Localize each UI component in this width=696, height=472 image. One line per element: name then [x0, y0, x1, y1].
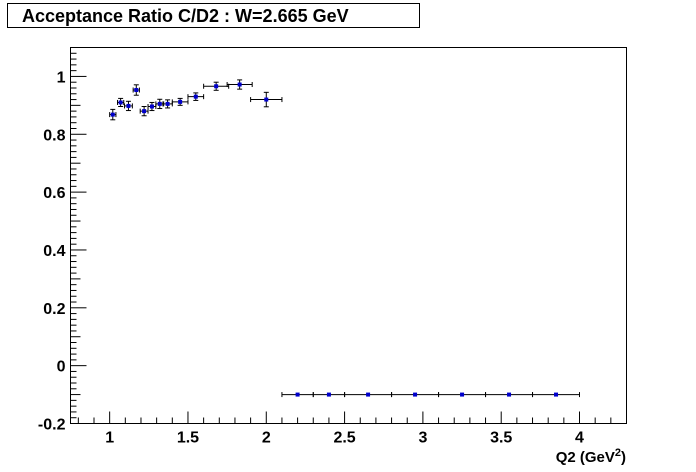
title-frame — [7, 3, 420, 28]
data-marker — [295, 392, 300, 397]
y-tick-label: 0.6 — [43, 185, 65, 202]
data-points — [109, 79, 581, 398]
x-tick-label: 2 — [262, 430, 271, 447]
y-tick-label: 0 — [57, 359, 66, 376]
data-marker — [214, 84, 219, 89]
data-point — [124, 100, 133, 112]
data-marker — [165, 101, 170, 106]
data-point — [109, 108, 117, 121]
data-point — [162, 99, 173, 109]
y-tick-label: 0.8 — [43, 127, 65, 144]
x-tick-label: 4 — [575, 430, 584, 447]
data-point — [116, 97, 125, 108]
x-tick-label: 2.5 — [333, 430, 355, 447]
data-marker — [157, 101, 162, 106]
data-marker — [326, 392, 331, 397]
data-point — [147, 101, 157, 112]
x-tick-label: 1 — [105, 430, 114, 447]
chart-title: Acceptance Ratio C/D2 : W=2.665 GeV — [22, 6, 349, 26]
plot-frame — [70, 47, 627, 424]
data-marker — [366, 392, 371, 397]
data-point — [187, 92, 205, 101]
data-marker — [507, 392, 512, 397]
data-marker — [237, 82, 242, 87]
data-marker — [193, 94, 198, 99]
y-axis: -0.2 0 0.2 0.4 0.6 0.8 1 — [38, 47, 87, 434]
x-axis-title-superscript: 2 — [615, 447, 621, 459]
y-tick-label: 1 — [57, 69, 66, 86]
data-marker — [460, 392, 465, 397]
x-tick-label: 1.5 — [177, 430, 199, 447]
data-marker — [554, 392, 559, 397]
data-point — [155, 98, 165, 110]
x-tick-label: 3.5 — [490, 430, 512, 447]
x-axis: 1 1.5 2 2.5 3 3.5 4 — [77, 411, 627, 447]
data-point — [171, 97, 189, 106]
data-point — [250, 91, 283, 108]
data-marker — [126, 103, 131, 108]
data-marker — [413, 392, 418, 397]
data-point — [226, 79, 253, 90]
y-tick-label: 0.4 — [43, 243, 65, 260]
data-marker — [149, 104, 154, 109]
data-point — [139, 106, 149, 117]
data-marker — [178, 99, 183, 104]
data-marker — [264, 97, 269, 102]
data-point — [132, 84, 140, 96]
data-marker — [134, 88, 139, 93]
chart-title-box: Acceptance Ratio C/D2 : W=2.665 GeV — [7, 3, 420, 28]
data-point — [203, 81, 230, 91]
y-tick-label: 0.2 — [43, 301, 65, 318]
x-axis-title: Q2 (GeV2) — [556, 447, 626, 466]
x-axis-title-close: ) — [621, 449, 626, 466]
data-marker — [142, 109, 147, 114]
x-axis-title-main: Q2 (GeV — [556, 449, 615, 466]
data-point — [532, 392, 581, 398]
data-marker — [110, 112, 115, 117]
data-marker — [118, 100, 123, 105]
y-tick-label: -0.2 — [38, 417, 66, 434]
x-tick-label: 3 — [418, 430, 427, 447]
